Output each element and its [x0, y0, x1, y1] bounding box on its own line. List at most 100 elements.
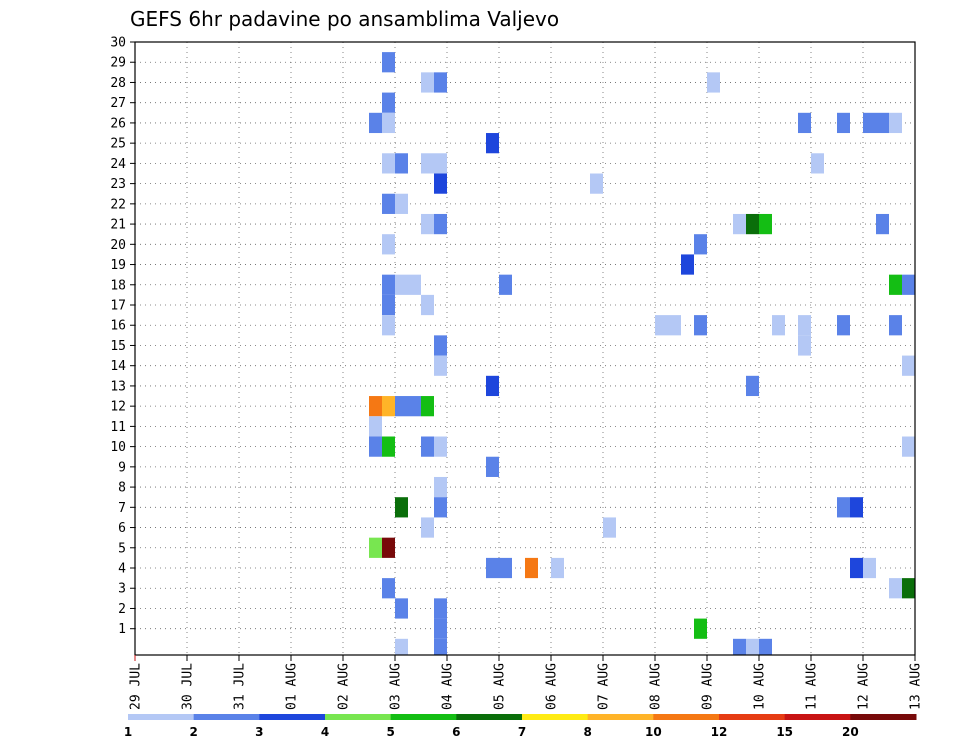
heatmap-cell [499, 557, 512, 579]
y-tick-label: 11 [110, 420, 126, 435]
y-tick-label: 1 [118, 622, 126, 637]
heatmap-cell [382, 537, 395, 558]
colorbar-label: 1 [124, 725, 132, 739]
colorbar-label: 6 [452, 725, 460, 739]
y-tick-label: 9 [118, 460, 126, 475]
heatmap-cell [668, 315, 681, 336]
heatmap-cell [421, 396, 434, 417]
heatmap-cells [369, 52, 915, 655]
heatmap-cell [499, 274, 512, 295]
heatmap-cell [395, 193, 408, 214]
y-tick-label: 25 [110, 137, 126, 152]
colorbar-swatch [259, 714, 326, 720]
heatmap-cell [798, 112, 811, 134]
heatmap-cell [486, 456, 499, 477]
x-tick-label: 31 JUL [233, 663, 248, 710]
colorbar-label: 2 [189, 725, 197, 739]
heatmap-cell [395, 396, 408, 417]
heatmap-cell [369, 537, 382, 558]
heatmap-cell [382, 234, 395, 255]
heatmap-cell [889, 578, 902, 599]
heatmap-cell [434, 497, 447, 518]
x-tick-label: 10 AUG [753, 663, 768, 710]
heatmap-cell [798, 335, 811, 356]
heatmap-cell [863, 557, 876, 579]
heatmap-cell [837, 497, 850, 518]
y-tick-label: 28 [110, 76, 126, 91]
x-tick-label: 08 AUG [649, 663, 664, 710]
y-tick-label: 12 [110, 400, 126, 415]
y-tick-label: 8 [118, 481, 126, 496]
heatmap-cell [421, 72, 434, 93]
y-tick-label: 24 [110, 157, 126, 172]
heatmap-cell [889, 315, 902, 336]
heatmap-cell [889, 274, 902, 295]
heatmap-cell [746, 213, 759, 235]
heatmap-cell [421, 153, 434, 174]
x-axis: 29 JUL 30 JUL 31 JUL 01 AUG 02 AUG 03 AUG 04 A… [129, 655, 924, 710]
heatmap-cell [746, 638, 759, 655]
x-tick-label: 03 AUG [389, 663, 404, 710]
heatmap-cell [837, 315, 850, 336]
heatmap-cell [408, 396, 421, 417]
colorbar-swatch [850, 714, 917, 720]
heatmap-cell [889, 112, 902, 134]
heatmap-cell [603, 517, 616, 538]
heatmap-cell [382, 92, 395, 113]
colorbar-swatch [653, 714, 720, 720]
colorbar-label: 12 [711, 725, 728, 739]
x-tick-label: 06 AUG [545, 663, 560, 710]
y-tick-label: 27 [110, 96, 126, 111]
heatmap-cell [798, 315, 811, 336]
y-tick-label: 30 [110, 36, 126, 51]
heatmap-cell [421, 213, 434, 235]
heatmap-cell [525, 557, 538, 579]
heatmap-cell [369, 436, 382, 457]
colorbar-label: 7 [518, 725, 526, 739]
plot-frame [134, 41, 916, 656]
heatmap-cell [369, 416, 382, 437]
heatmap-cell [434, 598, 447, 619]
heatmap-cell [863, 112, 876, 134]
heatmap-cell [421, 294, 434, 316]
heatmap-cell [876, 112, 889, 134]
heatmap-cell [421, 436, 434, 457]
heatmap-cell [759, 213, 772, 235]
heatmap-cell [408, 274, 421, 295]
heatmap-cell [382, 396, 395, 417]
y-tick-label: 13 [110, 379, 126, 394]
heatmap-cell [746, 375, 759, 397]
y-tick-label: 16 [110, 319, 126, 334]
x-tick-label: 01 AUG [285, 663, 300, 710]
y-tick-label: 23 [110, 177, 126, 192]
y-tick-label: 20 [110, 238, 126, 253]
heatmap-cell [434, 153, 447, 174]
x-tick-label: 04 AUG [441, 663, 456, 710]
heatmap-cell [382, 578, 395, 599]
heatmap-cell [486, 375, 499, 397]
y-tick-label: 18 [110, 278, 126, 293]
colorbar-label: 15 [776, 725, 793, 739]
colorbar-swatch [456, 714, 523, 720]
colorbar-swatch [390, 714, 457, 720]
heatmap-cell [694, 618, 707, 639]
y-tick-label: 10 [110, 440, 126, 455]
y-tick-label: 15 [110, 339, 126, 354]
heatmap-cell [876, 213, 889, 235]
heatmap-cell [369, 112, 382, 134]
heatmap-cell [590, 173, 603, 194]
heatmap-cell [382, 153, 395, 174]
x-tick-label: 11 AUG [805, 663, 820, 710]
heatmap-cell [850, 557, 863, 579]
heatmap-cell [707, 72, 720, 93]
heatmap-cell [837, 112, 850, 134]
colorbar-label: 10 [645, 725, 662, 739]
y-tick-label: 22 [110, 197, 126, 212]
heatmap-cell [382, 112, 395, 134]
heatmap-cell [811, 153, 824, 174]
heatmap-cell [902, 436, 915, 457]
y-tick-label: 3 [118, 582, 126, 597]
heatmap-cell [434, 173, 447, 194]
heatmap-cell [395, 638, 408, 655]
x-tick-label: 12 AUG [857, 663, 872, 710]
